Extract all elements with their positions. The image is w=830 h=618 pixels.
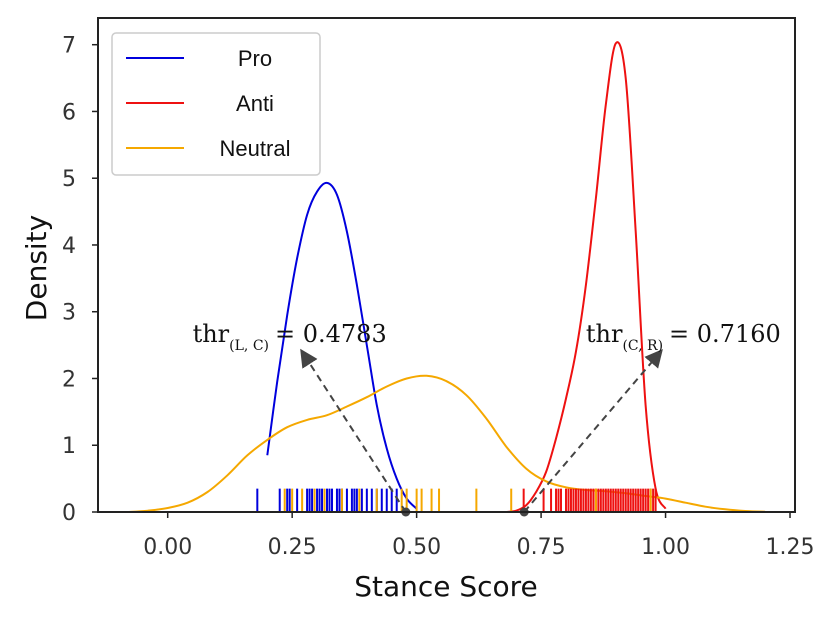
threshold-label: thr(L, C) = 0.4783 [193,320,387,354]
legend-label-pro: Pro [238,46,272,71]
x-tick-label: 0.00 [143,535,192,560]
y-tick-label: 2 [62,367,76,392]
series-anti-curve [506,41,667,512]
y-tick-label: 4 [62,234,76,259]
legend: Pro Anti Neutral [111,32,321,176]
y-tick-label: 7 [62,34,76,59]
threshold-label: thr(C, R) = 0.7160 [586,320,781,354]
y-axis-title: Density [20,215,53,321]
y-tick-label: 6 [62,100,76,125]
x-tick-label: 0.50 [392,535,441,560]
series-pro-curve [266,181,418,510]
threshold-arrow [300,348,407,513]
x-tick-label: 0.75 [517,535,566,560]
x-axis-title: Stance Score [354,570,538,603]
x-axis-ticks: 0.00 0.25 0.50 0.75 1.00 1.25 [143,512,815,560]
y-axis-ticks: 0 1 2 3 4 5 6 7 [62,34,98,526]
y-tick-label: 1 [62,434,76,459]
x-tick-label: 0.25 [268,535,317,560]
series-neutral-curve [127,374,766,512]
y-tick-label: 5 [62,167,76,192]
legend-label-neutral: Neutral [220,136,291,161]
plot-frame [97,17,796,513]
x-tick-label: 1.25 [766,535,815,560]
density-curves [127,41,766,512]
x-tick-label: 1.00 [641,535,690,560]
y-tick-label: 0 [62,501,76,526]
legend-box [111,32,321,176]
rug-marks [256,488,657,512]
legend-label-anti: Anti [236,91,274,116]
y-tick-label: 3 [62,301,76,326]
threshold-annotations: thr(L, C) = 0.4783 thr(C, R) = 0.7160 [193,320,781,354]
threshold-arrow [523,349,663,513]
